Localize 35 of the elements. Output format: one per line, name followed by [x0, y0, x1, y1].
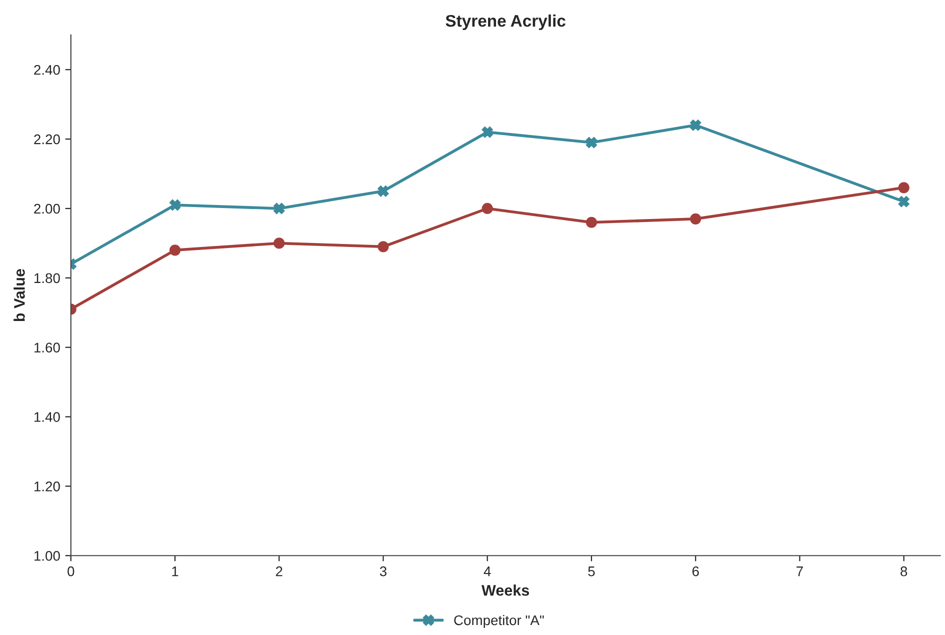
- x-tick-label: 6: [692, 566, 699, 576]
- y-tick-label: 1.60: [34, 342, 60, 353]
- point: [169, 244, 181, 256]
- chart-title: Styrene Acrylic: [446, 14, 566, 30]
- point: [482, 202, 493, 214]
- y-tick-label: 1.80: [34, 273, 60, 284]
- x-tick-label: 1: [172, 566, 178, 576]
- x-tick-label: 8: [900, 566, 908, 576]
- x-tick-label: 7: [796, 566, 803, 576]
- point: [169, 199, 181, 211]
- legend-label: Competitor "A": [454, 614, 544, 628]
- point: [690, 213, 702, 224]
- point: [378, 186, 389, 197]
- y-tick-label: 2.40: [34, 64, 60, 75]
- point: [378, 241, 389, 252]
- y-axis-title: b Value: [14, 269, 25, 322]
- x-tick-label: 0: [68, 566, 74, 576]
- y-tick-label: 1.40: [34, 412, 60, 422]
- x-axis-title: Weeks: [482, 584, 530, 596]
- x-tick-label: 2: [276, 566, 282, 576]
- point: [274, 238, 285, 249]
- y-tick-label: 2.00: [34, 204, 60, 214]
- y-tick-label: 1.00: [34, 550, 60, 561]
- point: [274, 202, 285, 214]
- y-tick-label: 1.20: [34, 482, 60, 492]
- point: [586, 136, 598, 148]
- point: [898, 182, 910, 194]
- x-tick-label: 3: [380, 566, 386, 576]
- y-tick-label: 2.20: [34, 134, 60, 144]
- point: [482, 126, 493, 138]
- x-tick-label: 4: [484, 566, 491, 576]
- x-tick-label: 5: [588, 566, 595, 576]
- point: [690, 120, 702, 131]
- point: [898, 196, 910, 208]
- point: [586, 216, 598, 228]
